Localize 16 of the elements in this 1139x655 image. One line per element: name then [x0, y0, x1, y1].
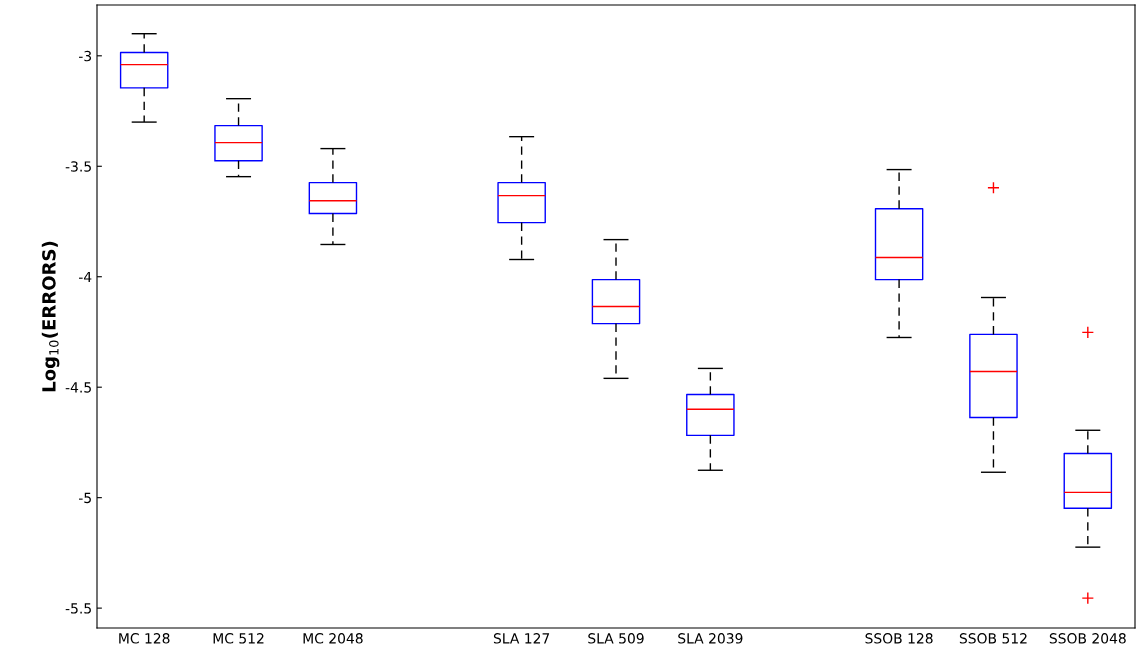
- x-tick-label: MC 128: [119, 633, 170, 644]
- x-tick-label: SSOB 128: [865, 633, 933, 644]
- y-tick-label: -5: [78, 492, 91, 504]
- x-tick-label: MC 2048: [303, 633, 363, 644]
- y-tick-label: -4: [78, 271, 92, 283]
- y-tick-label: -4.5: [65, 382, 91, 393]
- y-axis-title: Log$_{10}$(ERRORS): [41, 241, 60, 392]
- y-tick-label: -3.5: [65, 161, 91, 172]
- y-tick-label: -5.5: [65, 603, 91, 614]
- x-tick-label: SLA 127: [493, 633, 550, 644]
- x-tick-label: SLA 2039: [678, 633, 743, 644]
- x-tick-label: SSOB 2048: [1049, 633, 1126, 644]
- x-tick-label: MC 512: [213, 633, 264, 644]
- y-tick-label: -3: [78, 50, 92, 62]
- x-tick-label: SLA 509: [588, 633, 644, 644]
- x-tick-label: SSOB 512: [959, 633, 1027, 644]
